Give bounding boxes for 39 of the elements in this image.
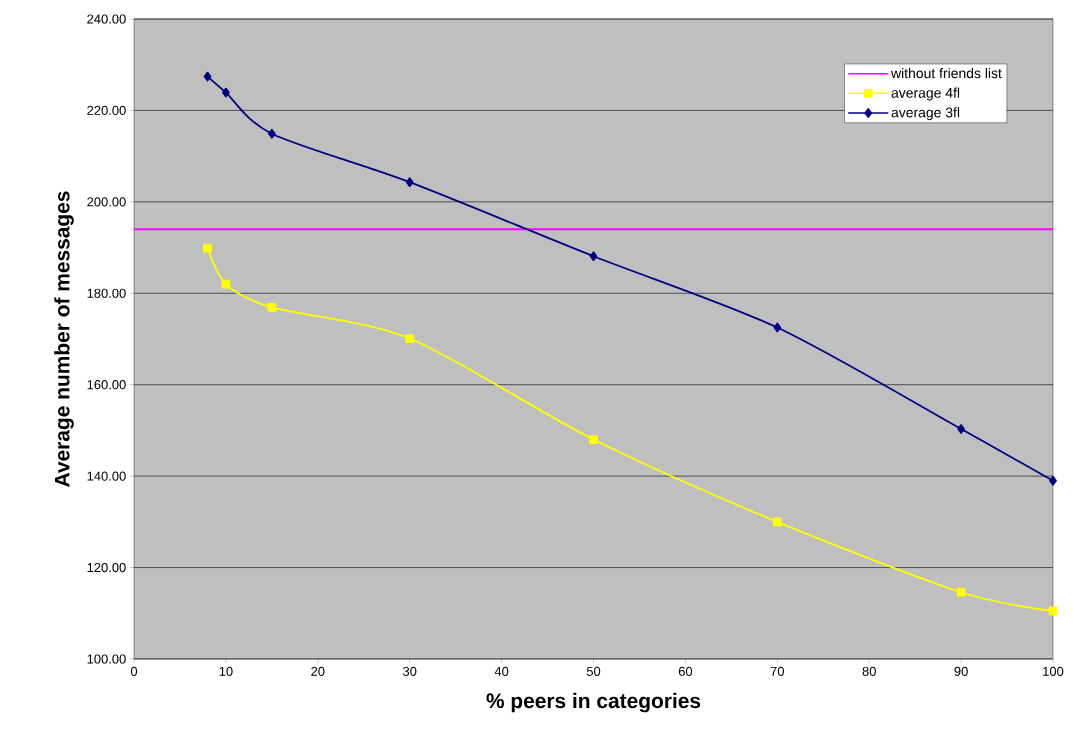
point bbox=[267, 128, 276, 139]
y-tick-label: 160.00 bbox=[87, 380, 126, 390]
x-tick-label: 80 bbox=[862, 666, 876, 676]
point bbox=[589, 251, 598, 262]
y-tick-label: 240.00 bbox=[87, 14, 126, 24]
y-axis-title: Average number of messages bbox=[54, 191, 74, 487]
point bbox=[203, 71, 212, 82]
point bbox=[589, 435, 598, 444]
y-tick-label: 140.00 bbox=[87, 471, 126, 481]
x-tick-label: 50 bbox=[586, 666, 601, 676]
point bbox=[1049, 475, 1057, 486]
x-tick-label: 60 bbox=[678, 666, 693, 676]
legend-label: without friends list bbox=[891, 67, 1002, 79]
x-tick-label: 90 bbox=[954, 666, 968, 676]
y-tick-label: 220.00 bbox=[87, 105, 126, 115]
point bbox=[267, 303, 277, 312]
point bbox=[203, 243, 212, 253]
point bbox=[956, 587, 966, 597]
legend-label: average 4fl bbox=[891, 87, 960, 101]
x-tick-label: 40 bbox=[494, 666, 509, 676]
point bbox=[405, 334, 415, 343]
point bbox=[222, 87, 230, 98]
x-tick-label: 30 bbox=[403, 666, 417, 676]
point bbox=[772, 517, 782, 527]
x-tick-label: 100 bbox=[1043, 666, 1064, 676]
y-tick-label: 100.00 bbox=[87, 654, 126, 664]
legend-label: average 3fl bbox=[891, 107, 960, 121]
point bbox=[957, 424, 965, 434]
y-tick-label: 200.00 bbox=[87, 197, 126, 207]
x-tick-label: 70 bbox=[770, 666, 785, 676]
x-axis-title: % peers in categories bbox=[486, 692, 701, 713]
point bbox=[773, 322, 782, 333]
point bbox=[221, 279, 231, 289]
point bbox=[405, 177, 414, 188]
y-tick-label: 120.00 bbox=[87, 562, 126, 573]
x-tick-label: 10 bbox=[219, 666, 233, 676]
y-tick-label: 180.00 bbox=[87, 288, 126, 298]
x-tick-label: 0 bbox=[130, 666, 138, 676]
x-tick-label: 20 bbox=[311, 666, 325, 676]
